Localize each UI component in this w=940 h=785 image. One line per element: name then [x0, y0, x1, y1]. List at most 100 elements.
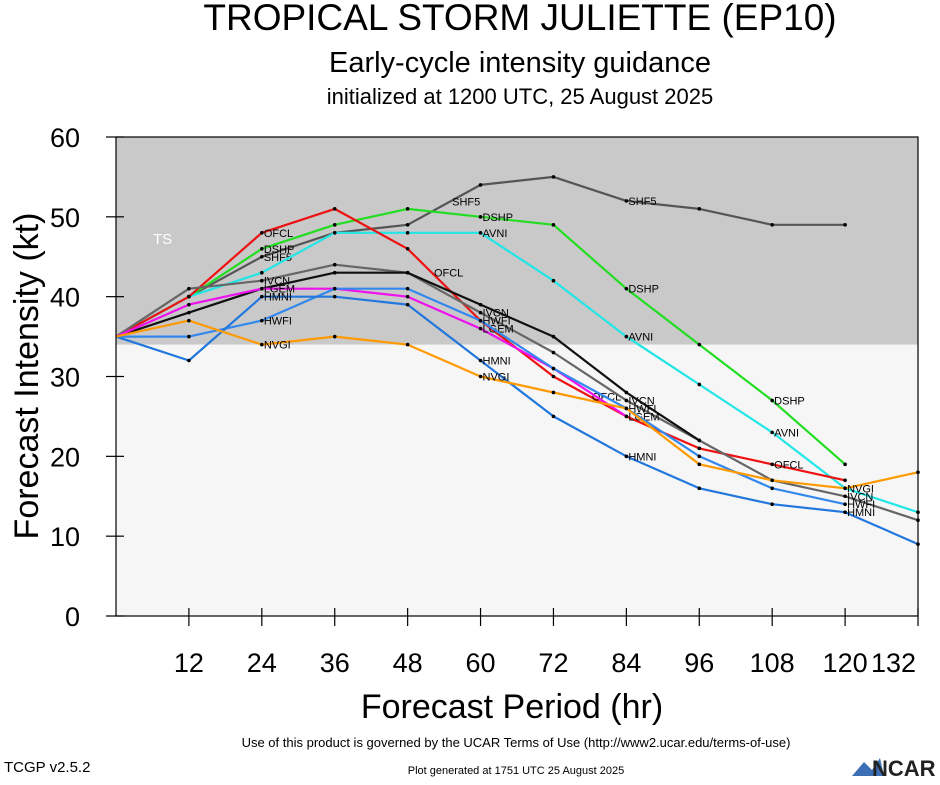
- data-point: [624, 398, 629, 403]
- data-point: [187, 358, 191, 363]
- data-point: [843, 478, 847, 483]
- data-point: [187, 310, 191, 315]
- data-point: [624, 286, 629, 291]
- plot-frame: [115, 136, 919, 617]
- data-point: [260, 318, 264, 323]
- ncar-logo: NCAR: [852, 756, 936, 781]
- data-point: [260, 278, 264, 283]
- data-point: [260, 286, 264, 291]
- x-tick-label: 96: [684, 648, 714, 678]
- data-point: [478, 302, 483, 307]
- version-label: TCGP v2.5.2: [4, 759, 90, 776]
- series-line: [115, 295, 919, 546]
- y-tick-label: 10: [50, 522, 80, 552]
- chart-subtitle: Early-cycle intensity guidance: [329, 47, 711, 79]
- series-track-label: HWFI: [483, 316, 511, 328]
- data-point: [770, 486, 774, 491]
- data-point: [843, 486, 847, 491]
- axis-layer: 0 10 20 30 40 50 60 12 24 36 48 60 72 84 96 108 120 132: [50, 123, 919, 678]
- series-track-label: DSHP: [628, 284, 659, 296]
- chart-title: TROPICAL STORM JULIETTE (EP10): [203, 0, 836, 38]
- series-track-label: IVCN: [847, 491, 873, 503]
- data-point: [843, 494, 847, 499]
- data-point: [697, 486, 702, 491]
- y-axis-title: Forecast Intensity (kt): [8, 213, 46, 540]
- data-point: [405, 270, 410, 275]
- x-tick-label: 12: [174, 648, 204, 678]
- series-track-label: AVNI: [483, 228, 508, 240]
- data-point: [697, 454, 702, 459]
- data-point: [187, 334, 191, 339]
- data-point: [187, 302, 191, 307]
- x-axis-title: Forecast Period (hr): [361, 688, 663, 726]
- data-point: [697, 382, 702, 387]
- data-point: [551, 374, 556, 379]
- data-point: [843, 462, 847, 467]
- data-point: [405, 342, 410, 347]
- data-point: [624, 414, 629, 419]
- data-point: [405, 246, 410, 251]
- data-point: [770, 502, 774, 507]
- x-tick-label: 120: [823, 648, 868, 678]
- data-point: [332, 334, 337, 339]
- data-point: [260, 270, 264, 275]
- data-point: [843, 223, 847, 227]
- data-point: [624, 334, 629, 339]
- data-point: [405, 302, 410, 307]
- series-line: [115, 287, 628, 418]
- x-tick-label: 84: [611, 648, 641, 678]
- data-point: [478, 326, 483, 331]
- data-point: [187, 286, 191, 291]
- data-point: [697, 438, 702, 443]
- data-point: [551, 223, 556, 227]
- series-dshp: DSHP DSHP DSHP DSHP: [115, 207, 847, 467]
- data-point: [478, 318, 483, 323]
- series-track-label: HWFI: [628, 403, 656, 415]
- data-point: [697, 342, 702, 347]
- data-point: [770, 398, 774, 403]
- data-point: [478, 183, 483, 187]
- data-point: [697, 446, 702, 451]
- series-track-label: SHF5: [628, 196, 656, 208]
- ncar-logo-text: NCAR: [872, 756, 936, 780]
- series-track-label: HMNI: [483, 356, 511, 368]
- data-point: [551, 390, 556, 395]
- series-line: [115, 263, 919, 522]
- x-tick-label: 60: [466, 648, 496, 678]
- data-point: [187, 294, 191, 299]
- series-track-label: AVNI: [628, 332, 653, 344]
- series-hmni: HMNI HMNI HMNI HMNI: [115, 292, 920, 546]
- data-point: [332, 231, 337, 235]
- chart-init-line: initialized at 1200 UTC, 25 August 2025: [327, 84, 713, 109]
- series-line: [115, 319, 919, 490]
- data-point: [624, 454, 629, 459]
- data-point: [551, 414, 556, 419]
- data-point: [551, 278, 556, 283]
- data-point: [260, 294, 264, 299]
- series-track-label: NVGI: [264, 340, 291, 352]
- x-tick-label: 36: [320, 648, 350, 678]
- data-point: [405, 294, 410, 299]
- data-point: [770, 462, 774, 467]
- data-point: [260, 231, 264, 235]
- ts-band-label: TS: [153, 231, 172, 248]
- data-point: [843, 502, 847, 507]
- series-track-label: OFCL: [774, 459, 803, 471]
- data-point: [405, 286, 410, 291]
- series-track-label: HMNI: [264, 292, 292, 304]
- x-tick-label: 132: [871, 648, 916, 678]
- x-tick-label: 24: [247, 648, 277, 678]
- data-point: [697, 207, 702, 211]
- ts-intensity-band: [116, 137, 918, 345]
- series-track-label: OFCL: [264, 228, 293, 240]
- data-point: [332, 223, 337, 227]
- ncar-logo-mark: [852, 758, 884, 776]
- series-avni: AVNI AVNI AVNI: [115, 228, 920, 515]
- series-track-label: IVCN: [483, 308, 509, 320]
- data-point: [551, 175, 556, 179]
- series-track-label: AVNI: [774, 427, 799, 439]
- series-hwfi: HWFI HWFI HWFI HWFI: [116, 286, 875, 511]
